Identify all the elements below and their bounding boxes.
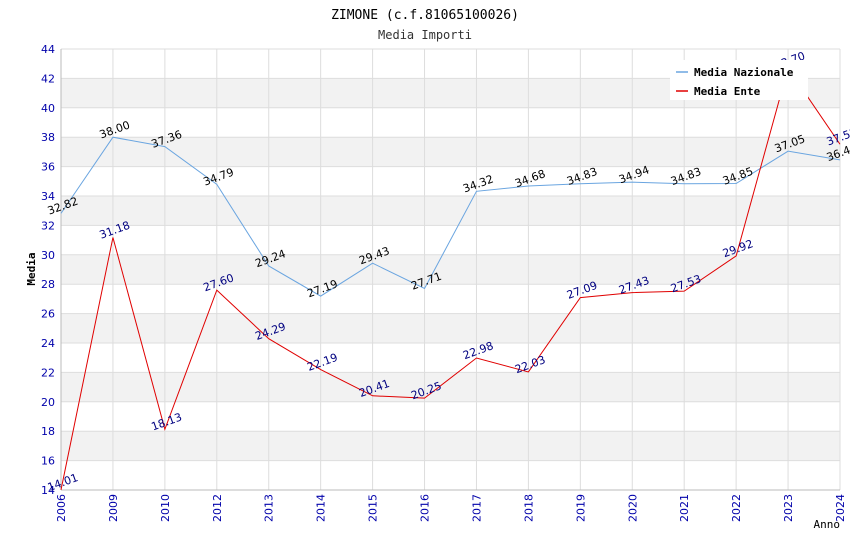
- y-tick-label: 30: [41, 249, 55, 262]
- grid-band: [61, 372, 840, 402]
- data-label-media-nazionale: 34.85: [721, 165, 755, 188]
- x-tick-label: 2016: [419, 494, 432, 522]
- x-tick-label: 2022: [730, 494, 743, 522]
- x-tick-label: 2018: [522, 494, 535, 522]
- x-tick-label: 2024: [834, 494, 847, 522]
- data-label-media-nazionale: 34.83: [669, 165, 703, 188]
- y-tick-label: 16: [41, 455, 55, 468]
- x-tick-label: 2013: [263, 494, 276, 522]
- y-tick-label: 18: [41, 425, 55, 438]
- x-tick-label: 2017: [470, 494, 483, 522]
- background-bands: [61, 78, 840, 461]
- x-tick-label: 2019: [574, 494, 587, 522]
- y-tick-label: 32: [41, 219, 55, 232]
- series-line-media-ente: [60, 66, 841, 490]
- data-label-media-ente: 18.13: [150, 411, 184, 434]
- x-tick-label: 2010: [159, 494, 172, 522]
- grid-band: [61, 137, 840, 167]
- x-tick-label: 2009: [107, 494, 120, 522]
- series-lines: [60, 66, 841, 490]
- y-tick-label: 38: [41, 131, 55, 144]
- data-label-media-ente: 14.01: [46, 471, 80, 494]
- data-label-media-nazionale: 34.32: [461, 173, 495, 196]
- y-tick-labels: 14 16 18 20 22 24 26 28 30 32 34 36 38 40 42 44: [41, 43, 55, 497]
- series-line-media-nazionale: [60, 136, 841, 297]
- x-tick-label: 2006: [55, 494, 68, 522]
- y-tick-label: 42: [41, 72, 55, 85]
- legend: Media Nazionale Media Ente: [670, 60, 808, 100]
- y-tick-label: 26: [41, 308, 55, 321]
- axes: [60, 49, 840, 491]
- data-label-media-nazionale: 34.83: [565, 165, 599, 188]
- x-tick-label: 2020: [626, 494, 639, 522]
- x-tick-label: 2023: [782, 494, 795, 522]
- y-tick-label: 14: [41, 484, 55, 497]
- y-tick-label: 24: [41, 337, 55, 350]
- chart-subtitle: Media Importi: [378, 28, 472, 42]
- data-label-media-nazionale: 34.68: [513, 167, 547, 190]
- grid-band: [61, 254, 840, 285]
- grid-band: [61, 196, 840, 226]
- y-tick-label: 36: [41, 161, 55, 174]
- y-tick-label: 20: [41, 396, 55, 409]
- y-tick-label: 22: [41, 366, 55, 379]
- legend-box: [670, 60, 808, 100]
- grid-band: [61, 313, 840, 343]
- x-tick-label: 2015: [367, 494, 380, 522]
- legend-label-media-nazionale: Media Nazionale: [694, 66, 794, 79]
- x-tick-label: 2014: [315, 494, 328, 522]
- x-tick-label: 2012: [211, 494, 224, 522]
- y-axis-label: Media: [25, 252, 38, 285]
- x-axis-label: Anno: [814, 518, 841, 531]
- y-tick-label: 34: [41, 190, 55, 203]
- y-tick-label: 44: [41, 43, 55, 56]
- y-tick-label: 28: [41, 278, 55, 291]
- legend-label-media-ente: Media Ente: [694, 85, 761, 98]
- y-tick-label: 40: [41, 102, 55, 115]
- data-label-media-nazionale: 34.79: [202, 166, 236, 189]
- chart-title: ZIMONE (c.f.81065100026): [331, 8, 519, 23]
- x-tick-label: 2021: [678, 494, 691, 522]
- x-tick-labels: 2006 2009 2010 2012 2013 2014 2015 2016 2017 2018…: [55, 494, 847, 522]
- grid-band: [61, 431, 840, 461]
